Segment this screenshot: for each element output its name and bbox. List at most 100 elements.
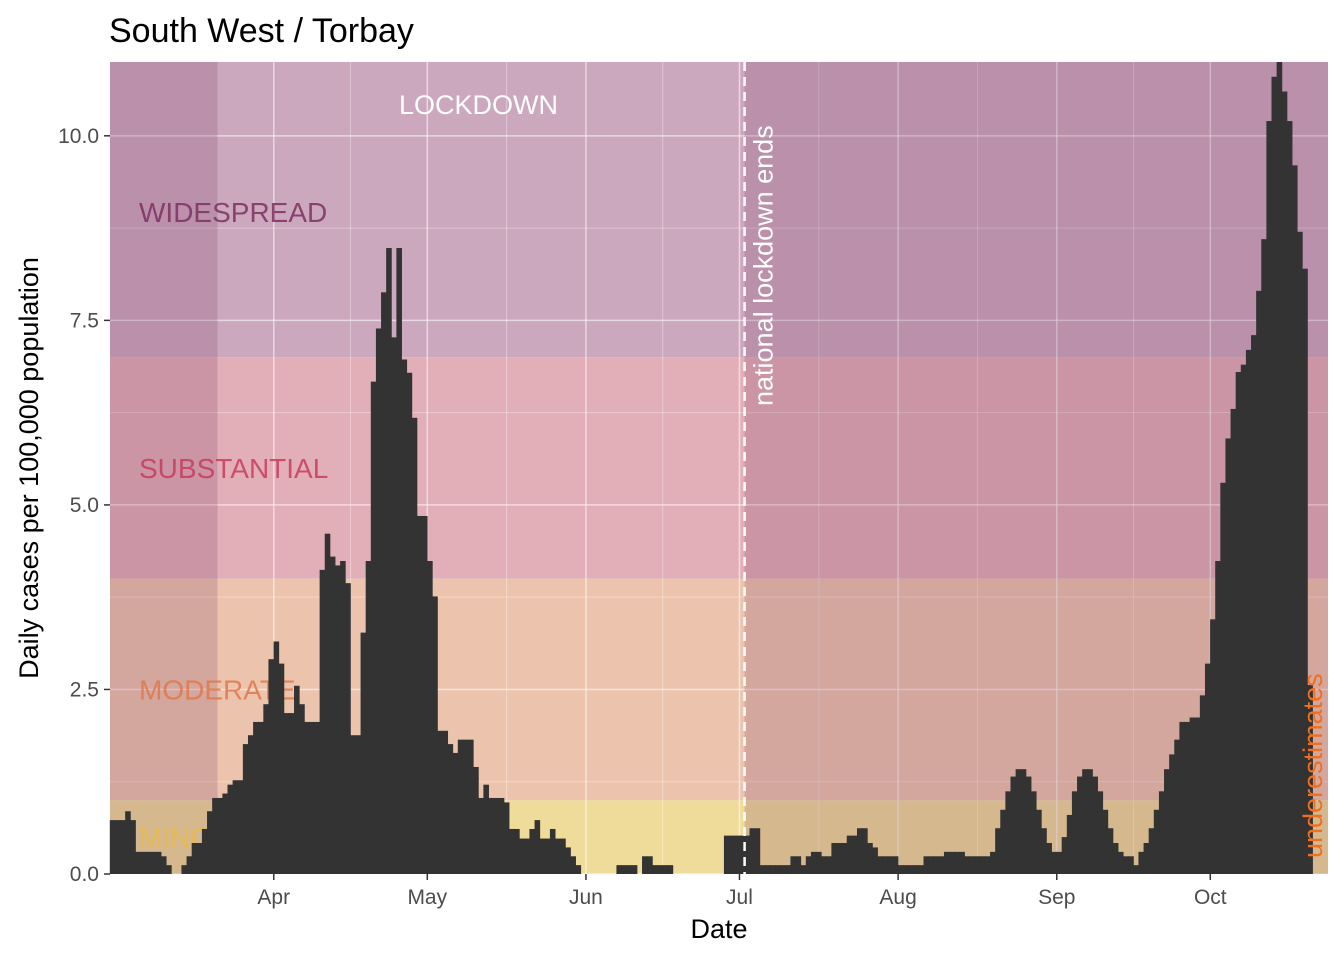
bar <box>1066 814 1073 874</box>
bar <box>1179 721 1185 874</box>
bar <box>160 856 167 874</box>
bar <box>923 856 930 874</box>
bar <box>345 583 351 874</box>
bar <box>452 752 459 874</box>
bar <box>212 797 218 874</box>
bar <box>974 856 981 874</box>
bar <box>800 865 807 874</box>
bar <box>534 820 541 874</box>
bar <box>995 828 1001 874</box>
bar <box>1041 828 1047 874</box>
bar <box>365 561 372 874</box>
bar <box>462 739 469 874</box>
bar <box>1261 239 1267 874</box>
bar <box>544 838 551 874</box>
bar <box>984 856 991 874</box>
bar <box>892 856 899 874</box>
bar <box>493 797 500 874</box>
bar <box>1010 776 1017 874</box>
bar <box>933 856 940 874</box>
bar <box>1138 851 1145 874</box>
bar <box>1000 809 1006 874</box>
bar <box>457 739 464 874</box>
bar <box>273 641 280 874</box>
bar <box>150 851 157 874</box>
bar <box>739 835 745 874</box>
bar <box>1194 717 1201 874</box>
shading-period <box>110 62 218 874</box>
bar <box>1143 842 1150 874</box>
bar <box>959 851 965 874</box>
bar <box>723 835 730 874</box>
bar <box>969 856 976 874</box>
bar <box>391 337 397 875</box>
bar <box>207 811 213 874</box>
bar <box>125 811 131 874</box>
bar <box>775 865 781 874</box>
plot-panel: MINORMODERATESUBSTANTIALWIDESPREADLOCKDO… <box>109 62 1328 875</box>
bar <box>237 780 244 874</box>
bar <box>903 865 909 874</box>
lockdown-end-label: national lockdown ends <box>749 125 779 406</box>
bar <box>1174 739 1180 874</box>
bar <box>560 838 566 874</box>
bar <box>411 417 418 874</box>
bar <box>120 820 126 874</box>
bar <box>1036 809 1042 874</box>
bar <box>979 856 986 874</box>
bar <box>319 569 326 874</box>
bar <box>1056 851 1063 874</box>
bar <box>1153 809 1160 874</box>
bar <box>575 865 582 874</box>
bar <box>897 865 904 874</box>
bar <box>114 820 121 874</box>
bar <box>1266 121 1272 874</box>
x-tick-label: Aug <box>879 886 916 909</box>
bar <box>626 865 633 874</box>
bar <box>769 865 776 874</box>
underestimates-label: underestimates <box>1298 673 1328 858</box>
bar <box>145 851 152 874</box>
bar <box>1230 408 1237 874</box>
bar <box>805 856 812 874</box>
bar <box>1148 828 1155 874</box>
y-tick-label: 5.0 <box>70 494 99 517</box>
bar <box>130 820 136 874</box>
bar <box>549 828 556 874</box>
bar <box>437 730 443 874</box>
bar <box>887 856 894 874</box>
x-tick-label: Jul <box>726 886 753 909</box>
x-tick-label: Apr <box>257 886 290 909</box>
bar <box>913 865 919 874</box>
bar <box>1097 791 1104 874</box>
bar <box>1204 663 1211 874</box>
bar <box>816 851 822 874</box>
bar <box>1245 349 1252 875</box>
bar <box>1220 482 1226 874</box>
x-tick-label: Sep <box>1038 886 1075 909</box>
bar <box>1291 165 1298 874</box>
band-substantial <box>110 357 1328 579</box>
bar <box>1297 231 1303 875</box>
bar <box>1046 842 1052 874</box>
y-tick-label: 7.5 <box>70 309 99 332</box>
bar <box>253 721 259 874</box>
bar <box>483 784 489 874</box>
bar <box>406 372 413 874</box>
bar <box>1240 364 1247 874</box>
bar <box>1276 62 1283 874</box>
bar <box>519 838 525 874</box>
bar <box>954 851 960 874</box>
bar <box>949 851 955 874</box>
bar <box>1087 769 1093 874</box>
bar <box>416 515 423 874</box>
bar <box>555 838 561 874</box>
bar <box>821 856 827 874</box>
y-tick-label: 2.5 <box>70 678 99 701</box>
bar <box>396 248 402 874</box>
bar <box>447 744 454 874</box>
bar <box>109 820 116 874</box>
bar <box>1215 561 1221 874</box>
bar <box>524 838 530 874</box>
bar <box>1123 856 1129 874</box>
